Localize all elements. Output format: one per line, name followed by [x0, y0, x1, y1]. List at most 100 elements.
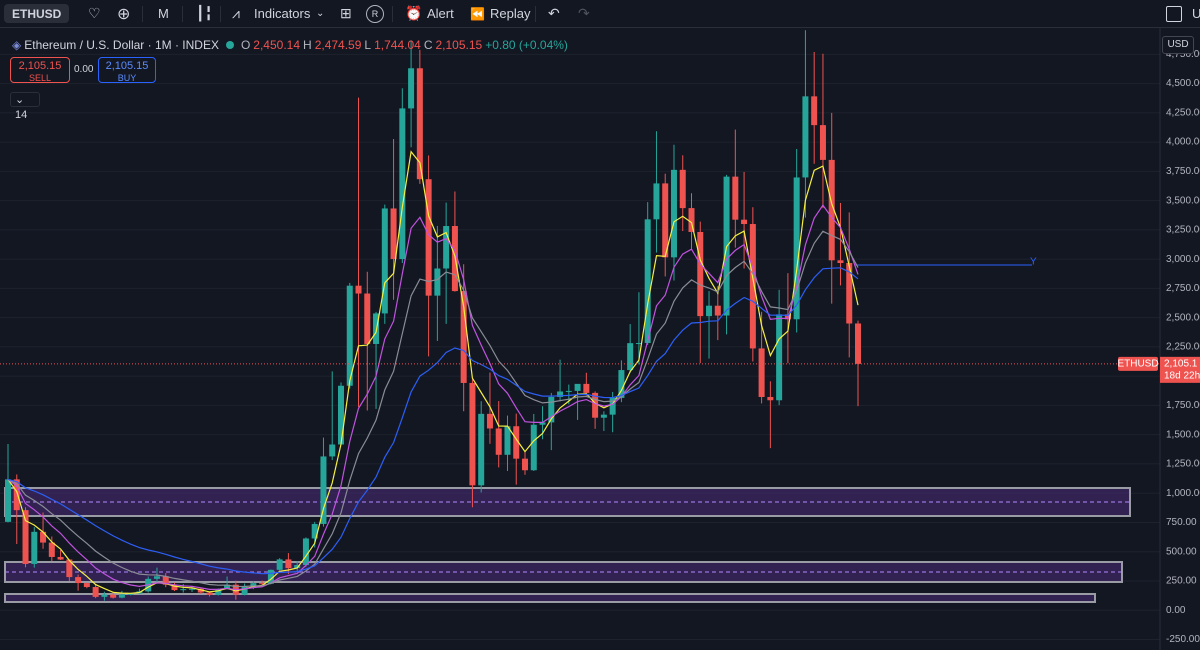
candle-body — [539, 422, 546, 425]
price-axis — [1160, 28, 1200, 650]
zone[interactable] — [4, 561, 1123, 583]
candle-body — [618, 370, 625, 398]
y-tick-label: 2,250.00 — [1166, 342, 1200, 353]
candle-body — [811, 96, 818, 126]
candle-body — [250, 583, 257, 587]
candle-body — [495, 428, 502, 455]
chart-type-icon[interactable]: ┃╏ — [196, 5, 213, 21]
low-value: 1,744.04 — [374, 38, 421, 52]
y-tick-label: 2,500.00 — [1166, 312, 1200, 323]
compare-icon[interactable]: ⊕ — [117, 5, 131, 23]
candle-body — [320, 456, 327, 524]
candle-body — [627, 343, 634, 371]
r-button[interactable]: R — [366, 5, 384, 23]
candle-body — [504, 426, 511, 455]
candle-body — [127, 593, 134, 595]
interval-button[interactable]: M — [158, 6, 169, 21]
price-axis-labels: -250.00 0.00 250.00 500.00 750.00 1,000.00 1,2… — [1166, 49, 1200, 645]
alert-button[interactable]: Alert — [427, 6, 454, 21]
candle-body — [548, 396, 555, 423]
candle-body — [522, 458, 529, 471]
currency-button[interactable]: USD — [1162, 36, 1194, 54]
y-tick-label: 3,250.00 — [1166, 225, 1200, 236]
high-key: H — [303, 38, 312, 52]
candle-body — [5, 479, 11, 522]
candle-body — [583, 383, 590, 393]
drawing-label: Y — [1030, 257, 1037, 268]
account-button[interactable]: U — [1192, 6, 1200, 21]
indicators-icon[interactable]: ⩘ — [232, 5, 240, 21]
candle-body — [837, 260, 844, 263]
candle-body — [57, 556, 64, 560]
candle-body — [180, 589, 187, 591]
candle-body — [408, 68, 415, 109]
candle-body — [662, 183, 669, 258]
indicators-dropdown[interactable]: ⌄ — [316, 8, 325, 19]
redo-button[interactable]: ↷ — [578, 5, 590, 21]
moving-averages — [7, 150, 859, 594]
layouts-icon[interactable]: ⊞ — [340, 5, 352, 21]
candle-body — [469, 382, 476, 486]
undo-button[interactable]: ↶ — [548, 5, 560, 21]
low-key: L — [364, 38, 372, 52]
candle-body — [697, 231, 704, 317]
candle-body — [294, 565, 301, 569]
y-tick-label: 1,500.00 — [1166, 429, 1200, 440]
y-tick-label: 3,500.00 — [1166, 195, 1200, 206]
price-tag-price: 2,105.1 — [1164, 358, 1198, 369]
y-tick-label: 3,750.00 — [1166, 166, 1200, 177]
y-tick-label: 2,750.00 — [1166, 283, 1200, 294]
y-tick-label: 4,000.00 — [1166, 137, 1200, 148]
separator — [142, 6, 143, 22]
candle-body — [679, 169, 686, 209]
candle-body — [443, 226, 450, 269]
indicators-button[interactable]: Indicators — [254, 6, 311, 21]
candle-body — [855, 323, 861, 364]
candle-body — [399, 108, 406, 260]
replay-icon[interactable]: ⏪ — [470, 6, 485, 21]
candle-body — [828, 159, 835, 261]
alert-icon[interactable]: ⏰ — [405, 5, 423, 21]
candle-body — [329, 444, 336, 457]
y-tick-label: 750.00 — [1166, 517, 1197, 528]
candle-body — [346, 285, 353, 386]
sell-button[interactable]: 2,105.15 SELL — [10, 57, 70, 83]
y-tick-label: 4,750.00 — [1166, 49, 1200, 60]
y-tick-label: 1,750.00 — [1166, 400, 1200, 411]
plot-background — [0, 28, 1160, 650]
candle-body — [846, 262, 853, 324]
candle-body — [749, 224, 756, 349]
candle-body — [600, 414, 607, 418]
candle-body — [83, 583, 90, 588]
separator — [392, 6, 393, 22]
price-tag — [1160, 356, 1200, 383]
favorite-icon[interactable]: ♡ — [88, 5, 101, 21]
indicators-toggle[interactable]: ⌄ 14 — [10, 92, 40, 121]
candle-body — [557, 391, 564, 397]
toolbar: ETHUSD ♡ ⊕ M ┃╏ ⩘ Indicators ⌄ ⊞ R ⏰ Ale… — [0, 0, 1200, 28]
symbol-tag-text: ETHUSD — [1117, 358, 1158, 369]
separator — [182, 6, 183, 22]
coin-icon: ◈ — [12, 38, 22, 52]
candle-body — [714, 305, 721, 316]
candle-body — [197, 588, 204, 593]
buy-button[interactable]: 2,105.15 BUY — [98, 57, 156, 83]
legend-title: Ethereum / U.S. Dollar · 1M · INDEX — [24, 38, 219, 52]
separator — [535, 6, 536, 22]
zone[interactable] — [4, 593, 1096, 603]
candle-body — [206, 592, 213, 595]
candle-body — [285, 559, 292, 569]
candle-body — [425, 179, 432, 296]
symbol-button[interactable]: ETHUSD — [4, 4, 70, 23]
fullscreen-button[interactable] — [1166, 6, 1182, 22]
y-tick-label: 1,250.00 — [1166, 459, 1200, 470]
replay-button[interactable]: Replay — [490, 6, 531, 21]
candle-body — [276, 559, 283, 570]
moving-average — [7, 230, 859, 588]
candle-body — [767, 396, 774, 401]
candle-body — [364, 293, 371, 344]
open-value: 2,450.14 — [253, 38, 301, 52]
candle-body — [162, 576, 169, 585]
candle-body — [486, 413, 493, 429]
candle-body — [434, 268, 441, 296]
